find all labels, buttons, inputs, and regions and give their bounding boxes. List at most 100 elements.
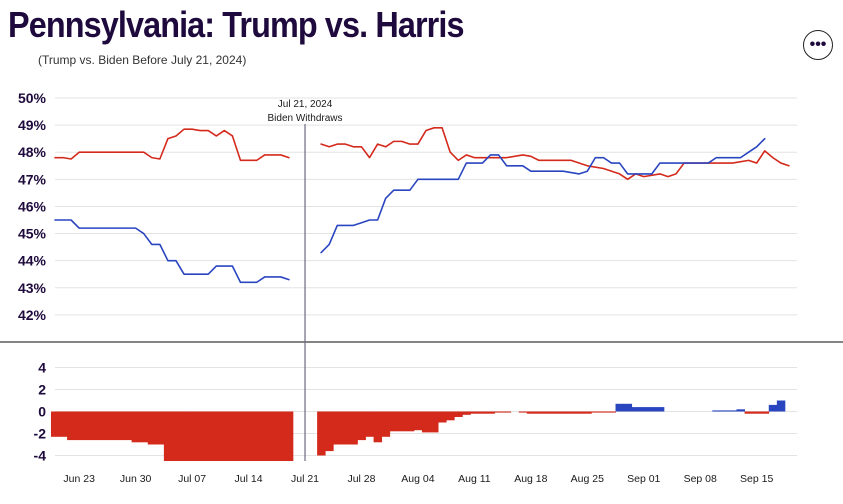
margin-bar-trump (115, 411, 124, 441)
margin-bar-trump (518, 411, 528, 413)
top-y-tick-label: 50% (18, 90, 47, 106)
margin-bar-trump (349, 411, 358, 445)
lines-layer (54, 127, 790, 284)
margin-bar-trump (196, 411, 205, 461)
margin-bar-harris (736, 409, 745, 412)
bottom-y-tick-label: 4 (38, 360, 46, 376)
margin-bar-trump (591, 411, 600, 413)
margin-bar-trump (462, 411, 471, 415)
bottom-y-tick-label: -2 (34, 426, 47, 442)
margin-bar-trump (413, 411, 423, 431)
margin-bar-trump (188, 411, 197, 461)
trump-line (54, 128, 290, 162)
margin-bar-trump (333, 411, 342, 445)
page-subtitle: (Trump vs. Biden Before July 21, 2024) (38, 53, 247, 67)
margin-bar-trump (284, 411, 294, 461)
margin-bar-trump (454, 411, 463, 417)
margin-bar-trump (252, 411, 262, 461)
x-tick-label: Sep 08 (684, 473, 717, 485)
margin-bar-trump (317, 411, 326, 456)
margin-bar-trump (67, 411, 76, 441)
margin-bar-trump (107, 411, 116, 441)
margin-bar-trump (276, 411, 286, 461)
margin-bar-trump (559, 411, 568, 414)
top-y-tick-label: 43% (18, 280, 47, 296)
margin-bar-trump (744, 411, 754, 414)
margin-bar-trump (139, 411, 149, 443)
margin-bar-trump (155, 411, 165, 445)
margin-bar-trump (760, 411, 770, 414)
margin-bar-trump (212, 411, 221, 461)
margin-bar-trump (268, 411, 278, 461)
top-y-tick-label: 47% (18, 171, 47, 187)
margin-bar-trump (599, 411, 608, 413)
margin-bar-trump (542, 411, 552, 414)
margin-bar-trump (180, 411, 189, 461)
margin-bar-trump (325, 411, 334, 452)
margin-bar-harris (631, 407, 641, 412)
margin-bar-trump (83, 411, 92, 441)
bars-layer (50, 400, 786, 461)
margin-bar-trump (123, 411, 133, 441)
top-y-tick-label: 44% (18, 253, 47, 269)
margin-bar-trump (171, 411, 181, 461)
margin-bar-trump (494, 411, 504, 413)
harris-line (54, 219, 290, 284)
margin-bar-trump (470, 411, 479, 414)
margin-bar-trump (430, 411, 439, 433)
margin-bar-trump (59, 411, 68, 437)
x-tick-label: Jul 21 (291, 473, 319, 485)
top-y-tick-label: 42% (18, 307, 47, 323)
margin-bar-trump (421, 411, 431, 433)
margin-bar-trump (244, 411, 253, 461)
margin-bar-trump (228, 411, 237, 461)
margin-bar-harris (768, 404, 778, 412)
annotation-label: Jul 21, 2024 (278, 99, 333, 110)
margin-bar-trump (147, 411, 157, 445)
margin-bar-trump (526, 411, 536, 414)
bottom-y-tick-label: 2 (38, 382, 46, 398)
x-tick-label: Aug 11 (458, 473, 491, 485)
margin-bar-harris (720, 410, 729, 412)
margin-bar-trump (50, 411, 60, 437)
x-tick-label: Aug 04 (401, 473, 434, 485)
margin-bar-trump (131, 411, 141, 443)
x-tick-label: Jul 28 (347, 473, 375, 485)
margin-bar-trump (534, 411, 544, 414)
margin-bar-harris (647, 407, 657, 412)
margin-bar-trump (502, 411, 512, 413)
margin-bar-trump (405, 411, 415, 432)
more-options-button[interactable]: ••• (803, 30, 833, 60)
margin-bar-trump (486, 411, 495, 414)
margin-bar-trump (163, 411, 173, 461)
top-y-tick-label: 48% (18, 144, 47, 160)
grid-layer (55, 97, 797, 456)
margin-bar-trump (575, 411, 584, 414)
margin-bar-trump (204, 411, 213, 461)
margin-bar-trump (341, 411, 350, 445)
margin-bar-trump (99, 411, 108, 441)
margin-bar-trump (220, 411, 229, 461)
margin-bar-harris (639, 407, 649, 412)
x-tick-label: Sep 15 (740, 473, 773, 485)
x-tick-label: Aug 18 (514, 473, 547, 485)
margin-bar-harris (728, 410, 737, 412)
annotation-layer: Jul 21, 2024 Biden Withdraws (268, 99, 343, 461)
margin-bar-trump (446, 411, 455, 421)
margin-bar-trump (438, 411, 447, 423)
x-tick-label: Jul 14 (235, 473, 263, 485)
margin-bar-trump (381, 411, 391, 437)
margin-bar-trump (551, 411, 560, 414)
bottom-y-tick-label: 0 (38, 404, 46, 420)
margin-bar-trump (260, 411, 270, 461)
margin-bar-harris (615, 403, 624, 412)
margin-bar-harris (712, 410, 721, 412)
margin-bar-trump (75, 411, 84, 441)
margin-bar-trump (607, 411, 616, 413)
bottom-y-tick-label: -4 (34, 448, 47, 464)
margin-bar-trump (365, 411, 374, 437)
margin-bar-trump (357, 411, 366, 441)
margin-bar-harris (776, 400, 786, 412)
margin-bar-trump (583, 411, 592, 414)
x-tick-label: Aug 25 (571, 473, 604, 485)
